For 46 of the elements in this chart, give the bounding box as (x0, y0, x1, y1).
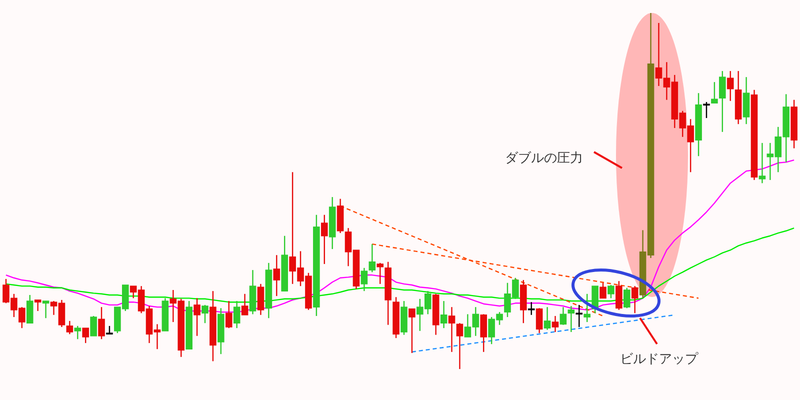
candlestick (225, 300, 232, 329)
candlestick (273, 254, 280, 297)
candlestick (408, 308, 416, 354)
candlestick (26, 294, 34, 324)
candlestick (74, 325, 82, 340)
candlestick (560, 306, 567, 326)
candlestick (202, 304, 208, 324)
candlestick (528, 301, 535, 316)
candlestick (536, 308, 543, 334)
candlestick (82, 327, 89, 344)
candlestick (600, 282, 606, 299)
candlestick (742, 76, 750, 125)
candlestick (608, 284, 614, 299)
candlestick (544, 306, 551, 330)
annotation: ビルドアップ (620, 352, 699, 367)
candlestick (241, 293, 248, 316)
candlestick (568, 305, 575, 333)
candlestick (592, 285, 598, 314)
candlestick (360, 267, 368, 292)
candlestick (440, 300, 448, 329)
candlestick (194, 298, 200, 337)
candlestick (758, 142, 766, 184)
candlestick (321, 214, 328, 265)
candlestick (42, 300, 50, 319)
candlestick (90, 315, 97, 337)
candlestick (719, 70, 726, 133)
candlestick (480, 314, 487, 353)
candlestick (623, 287, 630, 309)
candlestick (233, 300, 240, 329)
annotation: ダブルの圧力 (505, 151, 583, 166)
candlestick (616, 280, 622, 311)
candlestick (257, 283, 264, 316)
candlestick (552, 315, 559, 333)
candlestick (456, 322, 464, 370)
candlestick (711, 81, 718, 104)
candlestick (98, 306, 105, 340)
candlestick (34, 299, 42, 312)
candlestick (448, 306, 456, 353)
candlestick (66, 320, 74, 335)
candlestick (726, 70, 734, 102)
candlestick (368, 243, 376, 273)
candlestick (584, 293, 590, 323)
candlestick (576, 304, 583, 328)
candlestick (631, 285, 638, 314)
candlestick (376, 262, 384, 285)
candlestick (703, 101, 710, 119)
